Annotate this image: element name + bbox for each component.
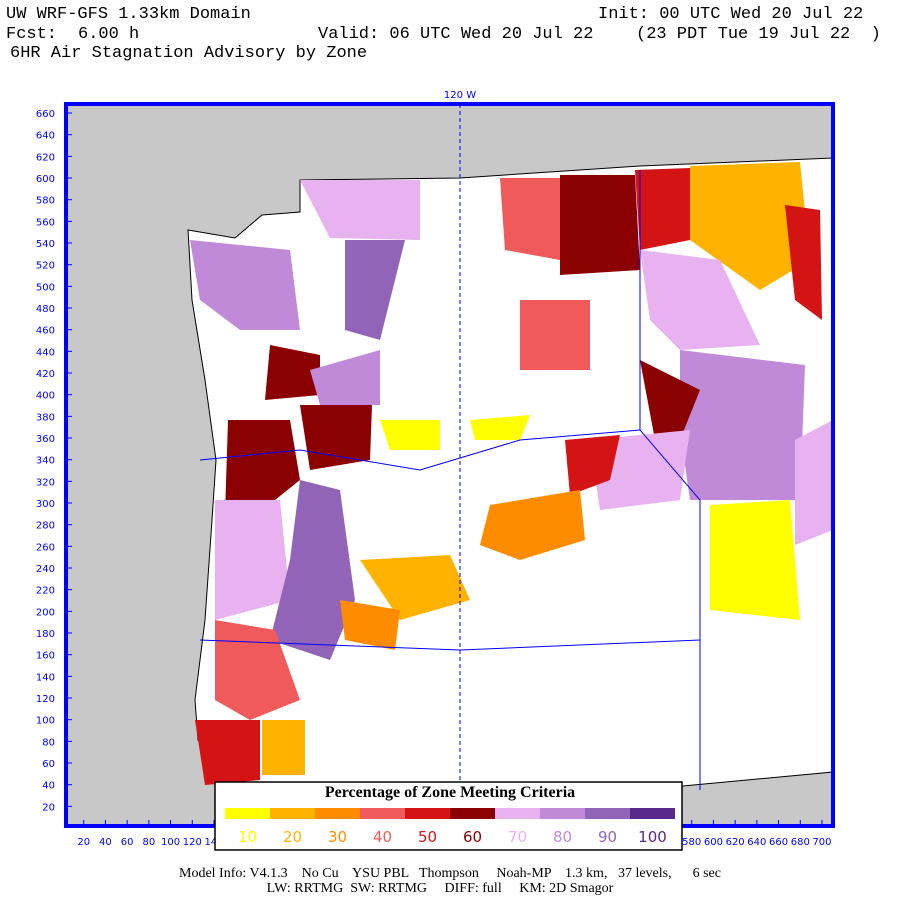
legend-swatch xyxy=(360,808,405,819)
state-border xyxy=(199,639,701,651)
y-tick-label: 480 xyxy=(36,304,55,315)
y-tick-label: 60 xyxy=(42,759,55,770)
x-tick-label: 40 xyxy=(99,837,112,848)
init-time: Init: 00 UTC Wed 20 Jul 22 xyxy=(598,5,863,24)
y-tick-label: 400 xyxy=(36,391,55,402)
state-border xyxy=(199,429,641,471)
y-tick-label: 340 xyxy=(36,456,55,467)
fcst-label: Fcst: xyxy=(6,25,57,44)
model-title: UW WRF-GFS 1.33km Domain xyxy=(6,5,251,24)
y-tick-label: 640 xyxy=(36,131,55,142)
x-tick-label: 140 xyxy=(204,837,223,848)
y-tick-label: 160 xyxy=(36,651,55,662)
legend-label: 40 xyxy=(373,828,392,846)
legend-label: 50 xyxy=(418,828,437,846)
y-tick-label: 520 xyxy=(36,261,55,272)
stagnation-zones xyxy=(190,162,833,785)
legend-swatch xyxy=(450,808,495,819)
y-tick-label: 320 xyxy=(36,477,55,488)
legend-label: 10 xyxy=(238,828,257,846)
map: 120 W xyxy=(64,90,835,828)
y-tick-label: 300 xyxy=(36,499,55,510)
legend-swatch xyxy=(270,808,315,819)
x-tick-label: 600 xyxy=(704,837,723,848)
y-tick-label: 380 xyxy=(36,412,55,423)
x-tick-label: 660 xyxy=(769,837,788,848)
y-tick-label: 120 xyxy=(36,694,55,705)
y-tick-label: 180 xyxy=(36,629,55,640)
x-tick-label: 120 xyxy=(183,837,202,848)
y-tick-label: 140 xyxy=(36,672,55,683)
meridian-label: 120 W xyxy=(444,90,476,101)
y-tick-label: 420 xyxy=(36,369,55,380)
x-tick-label: 580 xyxy=(682,837,701,848)
x-tick-label: 680 xyxy=(791,837,810,848)
legend-label: 30 xyxy=(328,828,347,846)
y-tick-label: 440 xyxy=(36,347,55,358)
x-tick-label: 100 xyxy=(161,837,180,848)
footer-line1: Model Info: V4.1.3 No Cu YSU PBL Thompso… xyxy=(179,866,721,881)
x-tick-label: 620 xyxy=(726,837,745,848)
x-tick-label: 60 xyxy=(121,837,134,848)
y-tick-label: 660 xyxy=(36,109,55,120)
legend-swatch xyxy=(225,808,270,819)
valid-time: Valid: 06 UTC Wed 20 Jul 22 xyxy=(318,25,593,44)
x-tick-label: 20 xyxy=(77,837,90,848)
y-tick-label: 280 xyxy=(36,521,55,532)
y-tick-label: 580 xyxy=(36,196,55,207)
state-border xyxy=(639,170,701,790)
y-tick-label: 460 xyxy=(36,326,55,337)
legend-swatch xyxy=(540,808,585,819)
legend-swatch xyxy=(405,808,450,819)
footer-line2: LW: RRTMG SW: RRTMG DIFF: full KM: 2D Sm… xyxy=(267,881,614,896)
legend-label: 20 xyxy=(283,828,302,846)
legend-items: 10 20 30 40 50 60 70 80 90 100 xyxy=(225,808,675,846)
x-tick-label: 700 xyxy=(812,837,831,848)
product-title: 6HR Air Stagnation Advisory by Zone xyxy=(10,44,367,63)
legend-label: 100 xyxy=(638,828,667,846)
y-tick-label: 600 xyxy=(36,174,55,185)
y-tick-label: 200 xyxy=(36,607,55,618)
y-tick-label: 240 xyxy=(36,564,55,575)
y-tick-label: 20 xyxy=(42,802,55,813)
y-tick-label: 220 xyxy=(36,586,55,597)
y-tick-label: 100 xyxy=(36,716,55,727)
legend-swatch xyxy=(630,808,675,819)
y-tick-label: 360 xyxy=(36,434,55,445)
axis-ticks: 2040608010012014016018020022024026028030… xyxy=(36,109,832,848)
y-tick-label: 260 xyxy=(36,542,55,553)
legend-title: Percentage of Zone Meeting Criteria xyxy=(325,784,575,801)
local-time: (23 PDT Tue 19 Jul 22 ) xyxy=(636,25,881,44)
legend-label: 80 xyxy=(553,828,572,846)
legend-label: 70 xyxy=(508,828,527,846)
y-tick-label: 40 xyxy=(42,781,55,792)
legend-swatch xyxy=(585,808,630,819)
x-tick-label: 80 xyxy=(142,837,155,848)
legend-swatch xyxy=(495,808,540,819)
y-tick-label: 80 xyxy=(42,737,55,748)
y-tick-label: 540 xyxy=(36,239,55,250)
legend: Percentage of Zone Meeting Criteria 10 20… xyxy=(214,781,683,851)
legend-label: 60 xyxy=(463,828,482,846)
x-tick-label: 640 xyxy=(747,837,766,848)
legend-label: 90 xyxy=(598,828,617,846)
fcst-value: 6.00 h xyxy=(78,25,139,44)
y-tick-label: 620 xyxy=(36,152,55,163)
legend-swatch xyxy=(315,808,360,819)
y-tick-label: 500 xyxy=(36,282,55,293)
y-tick-label: 560 xyxy=(36,217,55,228)
